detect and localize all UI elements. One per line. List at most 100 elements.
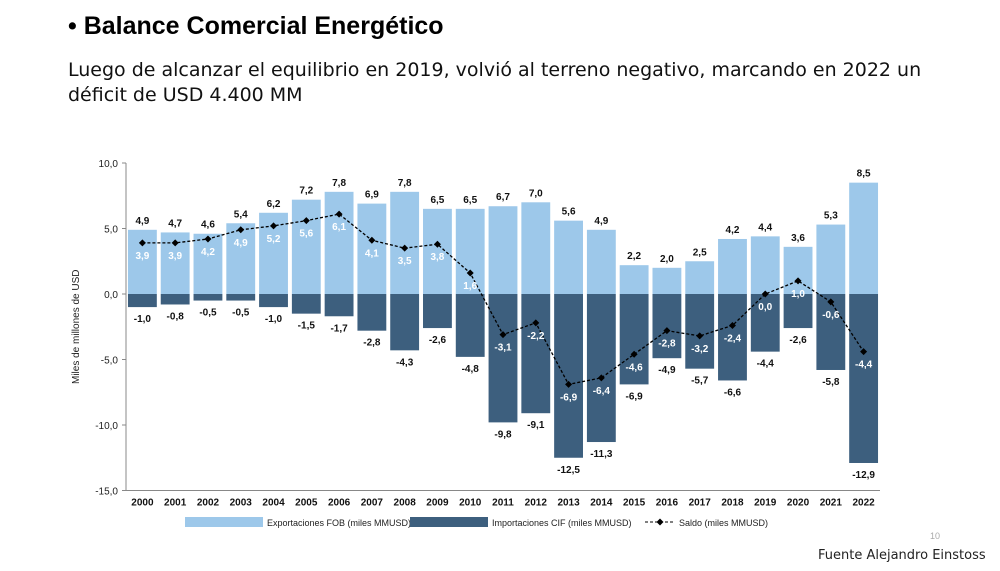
saldo-point (696, 332, 704, 340)
legend-label-saldo: Saldo (miles MMUSD) (679, 518, 768, 528)
import-bar (291, 294, 321, 314)
saldo-label: 3,9 (168, 251, 182, 262)
x-tick-label: 2013 (557, 498, 580, 509)
slide-title: • Balance Comercial Energético (68, 12, 444, 40)
import-bar (586, 294, 616, 443)
import-label: -2,6 (429, 335, 447, 346)
x-tick-label: 2001 (164, 498, 187, 509)
saldo-label: 1,6 (463, 281, 477, 292)
saldo-point (368, 236, 376, 244)
import-label: -4,3 (396, 357, 414, 368)
import-label: -1,5 (298, 321, 316, 332)
import-label: -9,8 (494, 429, 512, 440)
import-bar (652, 294, 682, 359)
saldo-point (433, 240, 441, 248)
export-label: 6,5 (430, 195, 444, 206)
saldo-label: 6,1 (332, 222, 346, 233)
export-bar (586, 229, 616, 294)
export-label: 4,2 (726, 225, 740, 236)
saldo-label: 3,8 (430, 252, 444, 263)
import-bar (488, 294, 518, 423)
x-tick-label: 2005 (295, 498, 318, 509)
export-label: 6,5 (463, 195, 477, 206)
import-bar (750, 294, 780, 352)
y-tick-label: -5,0 (101, 356, 119, 367)
legend-label-imports: Importaciones CIF (miles MMUSD) (492, 518, 632, 528)
saldo-point (860, 348, 868, 356)
export-label: 6,2 (267, 199, 281, 210)
export-bar (226, 223, 256, 294)
import-label: -2,8 (363, 338, 381, 349)
saldo-point (794, 277, 802, 285)
saldo-point (466, 269, 474, 277)
import-bar (783, 294, 813, 329)
import-label: -9,1 (527, 420, 545, 431)
export-label: 7,0 (529, 188, 543, 199)
x-tick-label: 2004 (262, 498, 285, 509)
import-label: -1,7 (330, 323, 348, 334)
x-tick-label: 2002 (197, 498, 220, 509)
x-tick-label: 2017 (689, 498, 712, 509)
export-bar (750, 236, 780, 294)
import-label: -0,8 (167, 311, 185, 322)
x-tick-label: 2022 (852, 498, 875, 509)
import-bar (619, 294, 649, 385)
export-label: 4,9 (594, 216, 608, 227)
x-tick-label: 2009 (426, 498, 449, 509)
import-bar (849, 294, 879, 463)
saldo-label: 5,6 (299, 229, 313, 240)
export-label: 6,9 (365, 190, 379, 201)
legend-swatch-imports (410, 517, 488, 527)
saldo-label: 4,9 (234, 238, 248, 249)
x-tick-label: 2012 (525, 498, 548, 509)
export-label: 7,8 (332, 178, 346, 189)
import-bar (455, 294, 485, 357)
import-bar (521, 294, 551, 414)
export-bar (652, 267, 682, 294)
saldo-point (827, 298, 835, 306)
import-label: -5,7 (691, 376, 709, 387)
saldo-point (302, 217, 310, 225)
saldo-label: -0,6 (822, 310, 840, 321)
saldo-label: 4,2 (201, 247, 215, 258)
saldo-label: -6,9 (560, 392, 578, 403)
export-bar (455, 208, 485, 294)
x-tick-label: 2015 (623, 498, 646, 509)
import-bar (127, 294, 157, 308)
import-bar (324, 294, 354, 317)
saldo-label: -3,2 (691, 344, 709, 355)
y-tick-label: -15,0 (95, 487, 118, 498)
export-label: 4,7 (168, 218, 182, 229)
y-axis-label: Miles de millones de USD (71, 270, 82, 385)
slide-subtitle: Luego de alcanzar el equilibrio en 2019,… (68, 59, 922, 106)
export-bar (521, 202, 551, 294)
export-label: 3,6 (791, 233, 805, 244)
export-bar (357, 203, 387, 294)
saldo-label: 0,0 (758, 302, 772, 313)
export-label: 5,4 (234, 209, 248, 220)
import-bar (423, 294, 452, 329)
x-tick-label: 2018 (721, 498, 744, 509)
export-label: 4,4 (758, 222, 772, 233)
import-label: -11,3 (590, 449, 613, 460)
legend-label-exports: Exportaciones FOB (miles MMUSD) (267, 518, 411, 528)
saldo-point (597, 374, 605, 382)
export-bar (488, 206, 518, 294)
saldo-point (270, 222, 278, 230)
saldo-label: 1,0 (791, 289, 805, 300)
import-bar (357, 294, 387, 331)
export-label: 4,9 (135, 216, 149, 227)
import-label: -0,5 (199, 308, 217, 319)
x-tick-label: 2008 (394, 498, 417, 509)
export-label: 2,0 (660, 254, 674, 265)
saldo-label: -6,4 (593, 386, 611, 397)
x-tick-label: 2006 (328, 498, 351, 509)
saldo-point (499, 331, 507, 339)
export-bar (783, 246, 813, 294)
import-bar (226, 294, 256, 301)
import-label: -12,5 (557, 465, 580, 476)
export-bar (423, 208, 452, 294)
x-tick-label: 2010 (459, 498, 482, 509)
import-label: -1,0 (265, 314, 283, 325)
import-bar (390, 294, 420, 351)
